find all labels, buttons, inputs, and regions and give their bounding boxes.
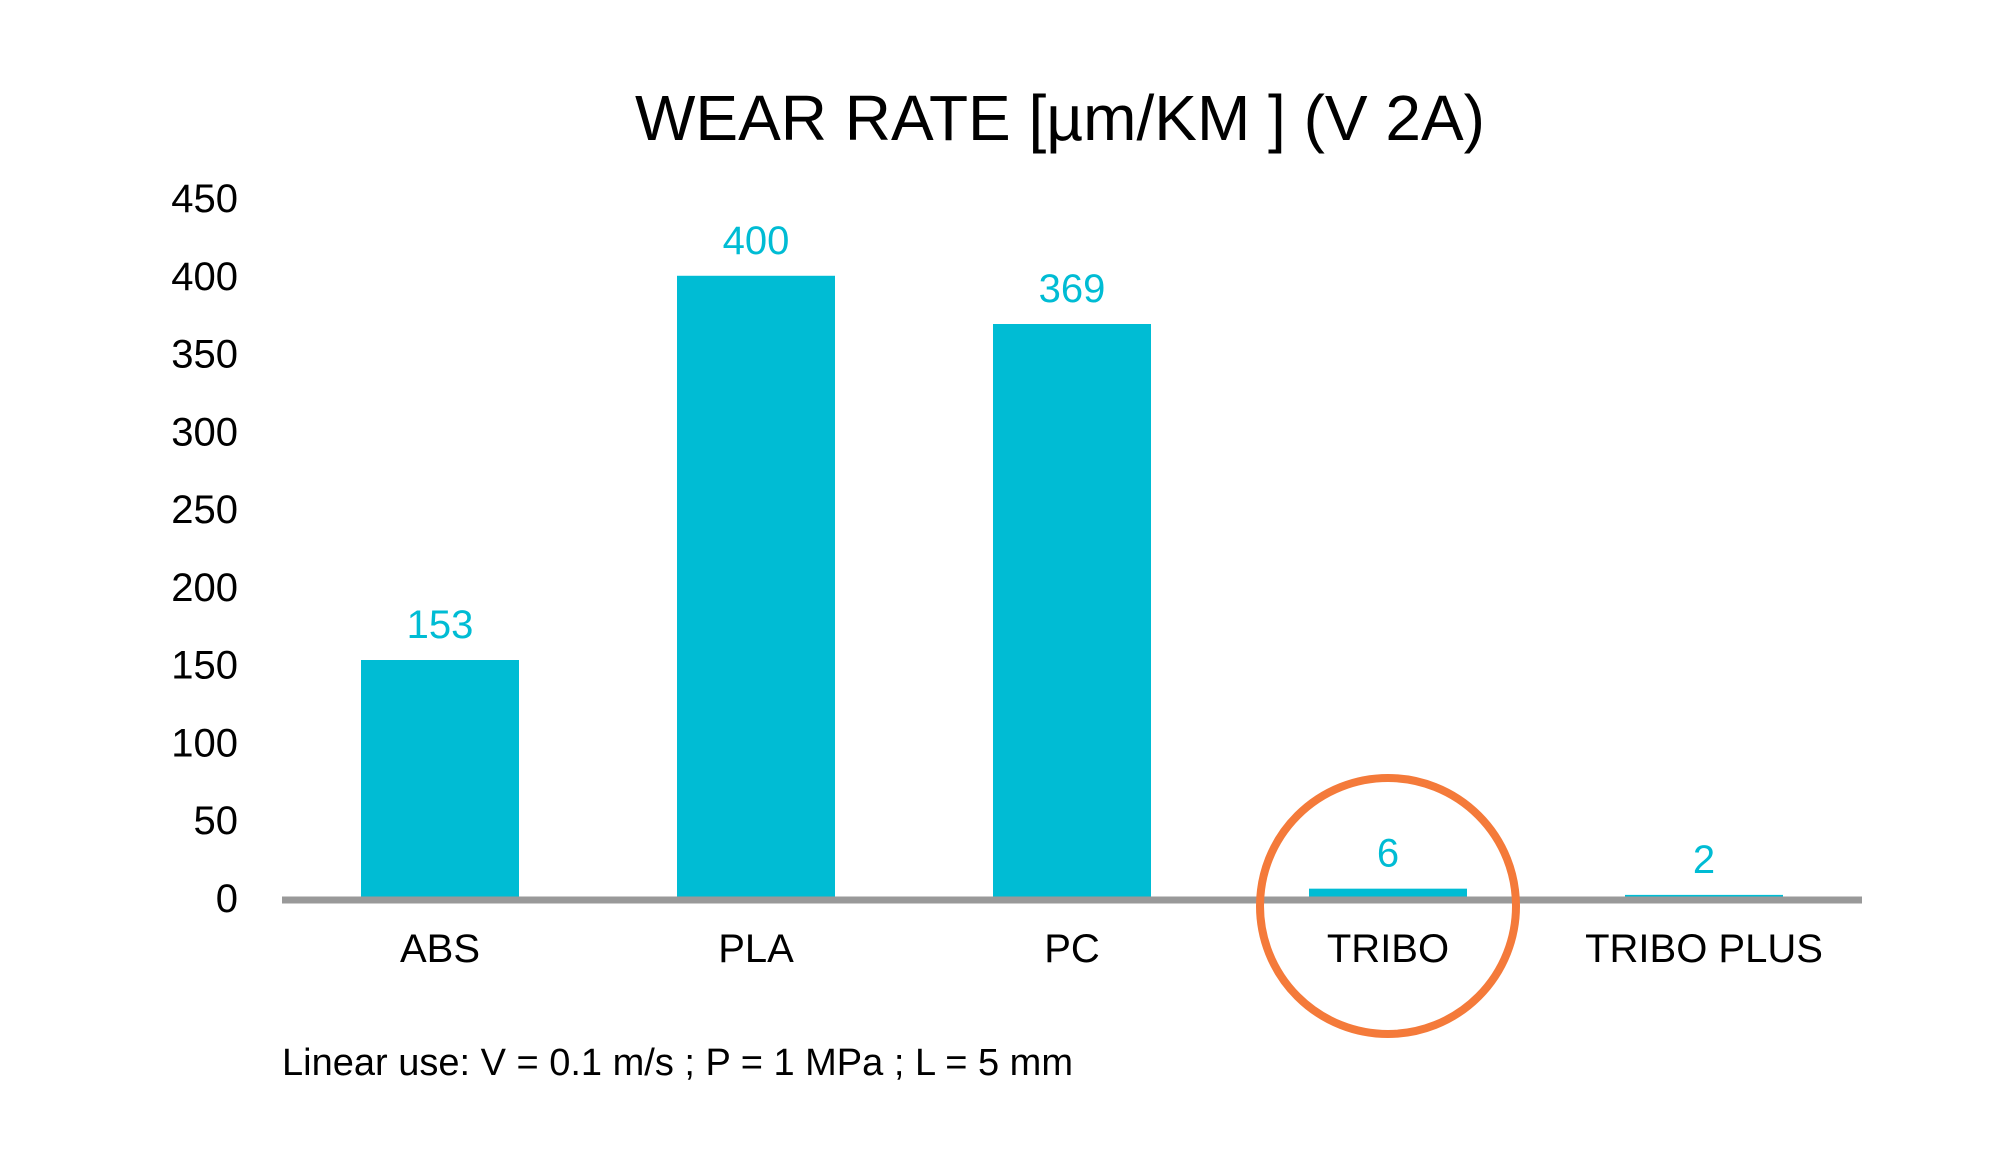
- x-tick-label: TRIBO: [1327, 927, 1449, 971]
- y-tick-label: 0: [216, 877, 238, 921]
- y-tick-label: 400: [171, 255, 238, 299]
- y-tick-label: 450: [171, 177, 238, 221]
- bar: [1625, 894, 1783, 898]
- data-label: 369: [1039, 267, 1106, 311]
- bars: [361, 275, 1783, 898]
- y-tick-label: 300: [171, 410, 238, 454]
- y-tick-label: 50: [194, 799, 239, 843]
- chart-title: WEAR RATE [µm/KM ] (V 2A): [635, 82, 1485, 154]
- x-tick-label: PLA: [718, 927, 794, 971]
- y-tick-label: 200: [171, 566, 238, 610]
- x-tick-label: PC: [1044, 927, 1100, 971]
- y-tick-label: 100: [171, 721, 238, 765]
- y-tick-label: 150: [171, 644, 238, 688]
- x-tick-label: ABS: [400, 927, 480, 971]
- data-label: 6: [1377, 832, 1399, 876]
- y-axis-ticks: 0 50 100 150 200 250 300 350 400 450: [171, 177, 238, 921]
- y-tick-label: 250: [171, 488, 238, 532]
- data-labels: 153 400 369 6 2: [407, 219, 1716, 882]
- chart-footnote: Linear use: V = 0.1 m/s ; P = 1 MPa ; L …: [282, 1042, 1073, 1084]
- data-label: 153: [407, 603, 474, 647]
- bar: [677, 275, 835, 898]
- bar: [993, 324, 1151, 898]
- bar: [361, 660, 519, 898]
- y-tick-label: 350: [171, 333, 238, 377]
- x-tick-label: TRIBO PLUS: [1585, 927, 1823, 971]
- bar: [1309, 888, 1467, 898]
- data-label: 2: [1693, 838, 1715, 882]
- data-label: 400: [723, 219, 790, 263]
- x-axis-ticks: ABS PLA PC TRIBO TRIBO PLUS: [400, 927, 1823, 971]
- highlight-circle: [1256, 774, 1520, 1038]
